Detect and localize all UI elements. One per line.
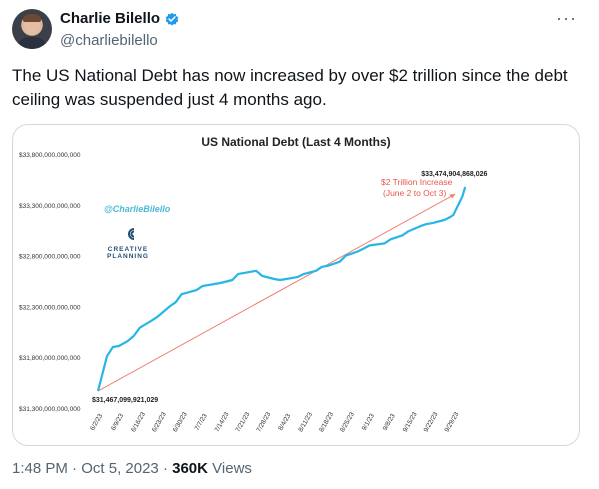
- x-tick-label: 8/4/23: [277, 412, 292, 431]
- x-tick-label: 6/16/23: [130, 411, 147, 434]
- tweet-time[interactable]: 1:48 PM: [12, 460, 68, 477]
- author-name-row: Charlie Bilello: [60, 10, 180, 27]
- author-display-name[interactable]: Charlie Bilello: [60, 10, 161, 27]
- y-tick-label: $33,300,000,000,000: [19, 203, 81, 210]
- end-value-label: $33,474,904,868,026: [421, 171, 487, 178]
- annotation-line-2: (June 2 to Oct 3): [383, 188, 446, 198]
- debt-chart: US National Debt (Last 4 Months) $33,800,…: [19, 135, 488, 434]
- x-tick-label: 6/30/23: [172, 411, 189, 434]
- views-count: 360K: [172, 460, 208, 477]
- creative-planning-logo-icon: [128, 228, 135, 240]
- x-tick-label: 9/22/23: [423, 411, 440, 434]
- x-tick-label: 9/8/23: [382, 412, 397, 431]
- x-tick-label: 8/18/23: [318, 411, 335, 434]
- tweet-media-chart[interactable]: US National Debt (Last 4 Months) $33,800,…: [12, 124, 580, 446]
- meta-separator: ·: [162, 460, 168, 477]
- chart-title: US National Debt (Last 4 Months): [201, 135, 390, 149]
- more-options-icon[interactable]: ···: [556, 8, 577, 28]
- start-value-label: $31,467,099,921,029: [92, 397, 158, 404]
- views-label: Views: [212, 460, 252, 477]
- tweet-text: The US National Debt has now increased b…: [12, 66, 568, 109]
- meta-separator: ·: [72, 460, 78, 477]
- annotation-line-1: $2 Trillion Increase: [381, 177, 453, 187]
- trend-line: [97, 193, 456, 392]
- tweet-meta: 1:48 PM · Oct 5, 2023 · 360K Views: [12, 460, 252, 477]
- y-tick-label: $31,300,000,000,000: [19, 406, 81, 413]
- x-tick-label: 7/7/23: [194, 412, 209, 431]
- x-tick-label: 7/28/23: [255, 411, 272, 434]
- x-tick-label: 7/14/23: [214, 411, 231, 434]
- author-handle[interactable]: @charliebilello: [60, 32, 158, 49]
- y-tick-label: $32,800,000,000,000: [19, 254, 81, 261]
- x-tick-label: 8/11/23: [297, 411, 314, 433]
- verified-badge-icon: [164, 11, 180, 27]
- x-tick-label: 8/25/23: [339, 411, 356, 434]
- logo-text-line-2: PLANNING: [107, 253, 149, 260]
- trend-arrow-icon: [449, 194, 456, 199]
- avatar[interactable]: [12, 9, 52, 49]
- x-tick-label: 6/2/23: [89, 412, 104, 431]
- x-tick-label: 6/23/23: [151, 411, 168, 434]
- x-tick-label: 9/29/23: [444, 411, 461, 434]
- tweet-date[interactable]: Oct 5, 2023: [81, 460, 159, 477]
- x-tick-label: 6/9/23: [110, 412, 125, 431]
- y-tick-label: $33,800,000,000,000: [19, 152, 81, 159]
- x-tick-label: 9/1/23: [361, 412, 376, 431]
- y-tick-label: $31,800,000,000,000: [19, 355, 81, 362]
- watermark-handle: @CharlieBilello: [104, 204, 171, 214]
- x-tick-label: 7/21/23: [235, 411, 252, 434]
- debt-series-line: [96, 186, 467, 392]
- y-tick-label: $32,300,000,000,000: [19, 304, 81, 311]
- logo-text-line-1: CREATIVE: [108, 246, 148, 253]
- x-tick-label: 9/15/23: [402, 411, 419, 434]
